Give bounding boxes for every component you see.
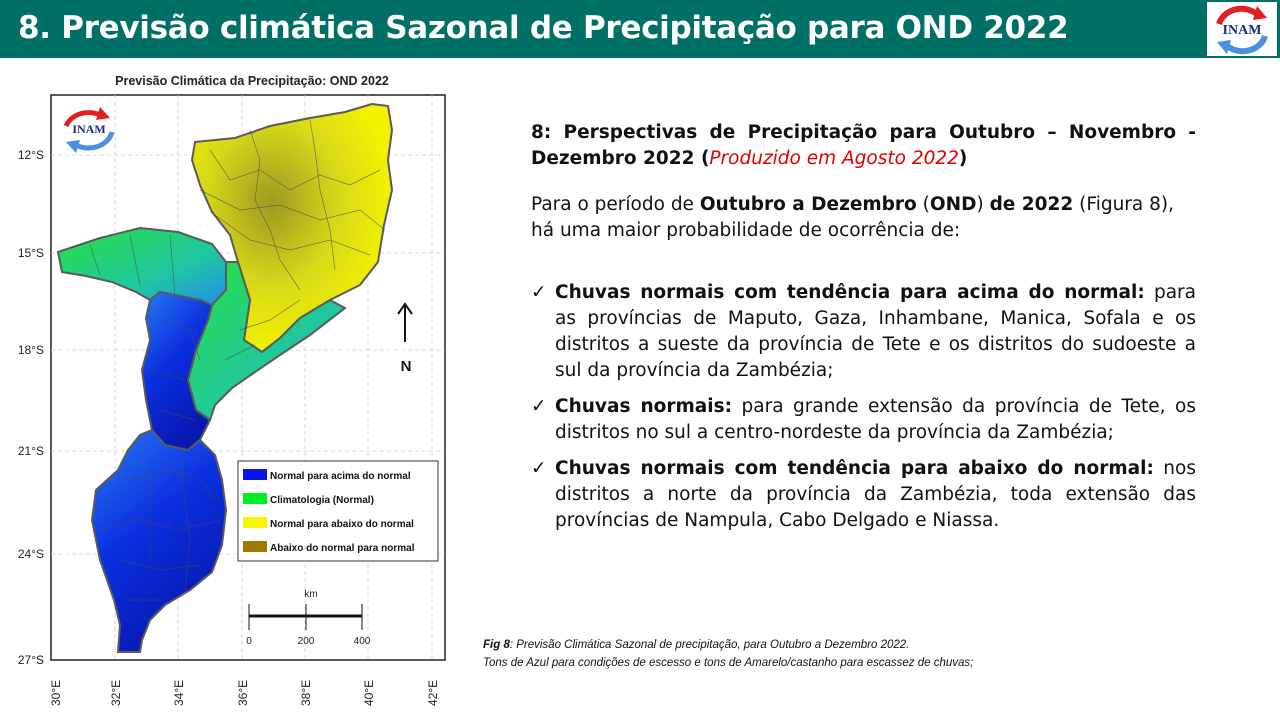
svg-text:12°S: 12°S (18, 148, 44, 162)
svg-text:21°S: 21°S (18, 444, 44, 458)
region-north-yellow (190, 102, 394, 354)
forecast-bullets: ✓ Chuvas normais com tendência para acima… (531, 280, 1196, 534)
forecast-map: Previsão Climática da Precipitação: OND … (0, 58, 470, 720)
svg-text:N: N (401, 358, 412, 375)
svg-text:INAM: INAM (72, 122, 105, 136)
svg-text:27°S: 27°S (18, 653, 44, 667)
forecast-text: 8: Perspectivas de Precipitação para Out… (531, 120, 1196, 544)
svg-text:km: km (304, 589, 317, 600)
legend-swatch-below-normal (243, 541, 267, 552)
legend-swatch-below (243, 517, 267, 528)
produced-date: Produzido em Agosto 2022 (709, 148, 959, 169)
north-arrow-icon: N (397, 302, 413, 375)
checkmark-icon: ✓ (531, 458, 547, 479)
map-inam-logo: INAM (63, 107, 115, 153)
svg-text:32°E: 32°E (109, 680, 123, 706)
svg-text:Abaixo do normal para normal: Abaixo do normal para normal (270, 543, 415, 554)
district-borders (89, 119, 386, 601)
svg-text:24°S: 24°S (18, 547, 44, 561)
lon-labels: 30°E 32°E 34°E 36°E 38°E 40°E 42°E (49, 680, 440, 706)
svg-text:Normal para acima do normal: Normal para acima do normal (270, 471, 411, 482)
region-central-blue (140, 290, 214, 452)
svg-text:15°S: 15°S (18, 246, 44, 260)
svg-text:18°S: 18°S (18, 343, 44, 357)
logo-text: INAM (1223, 23, 1262, 38)
intro-paragraph: Para o período de Outubro a Dezembro (ON… (531, 194, 1174, 241)
svg-text:400: 400 (354, 636, 371, 647)
map-svg: Previsão Climática da Precipitação: OND … (18, 74, 446, 706)
checkmark-icon: ✓ (531, 396, 547, 417)
scale-bar: km 0 200 400 (246, 589, 371, 647)
svg-text:30°E: 30°E (49, 680, 63, 706)
bullet-below-normal: ✓ Chuvas normais com tendência para abaix… (531, 458, 1196, 531)
inam-logo: INAM (1207, 2, 1277, 56)
svg-text:36°E: 36°E (236, 680, 250, 706)
svg-text:42°E: 42°E (426, 680, 440, 706)
lat-labels: 12°S 15°S 18°S 21°S 24°S 27°S (18, 148, 44, 667)
map-title: Previsão Climática da Precipitação: OND … (115, 74, 389, 88)
title-bar: 8. Previsão climática Sazonal de Precipi… (0, 0, 1280, 58)
legend-swatch-normal (243, 493, 267, 504)
inam-logo-icon: INAM (1216, 5, 1268, 55)
slide-title: 8. Previsão climática Sazonal de Precipi… (18, 10, 1069, 46)
svg-text:Climatologia (Normal): Climatologia (Normal) (270, 495, 374, 506)
figure-caption: Fig 8: Previsão Climática Sazonal de pre… (483, 639, 974, 669)
checkmark-icon: ✓ (531, 282, 547, 303)
region-south-blue (90, 428, 228, 653)
svg-text:34°E: 34°E (172, 680, 186, 706)
bullet-above-normal: ✓ Chuvas normais com tendência para acima… (531, 282, 1196, 381)
svg-text:Normal para abaixo do normal: Normal para abaixo do normal (270, 519, 414, 530)
svg-text:38°E: 38°E (299, 680, 313, 706)
legend-swatch-above (243, 469, 267, 480)
svg-text:0: 0 (246, 636, 252, 647)
bullet-normal: ✓ Chuvas normais: para grande extensão da… (531, 396, 1196, 443)
svg-text:40°E: 40°E (362, 680, 376, 706)
svg-text:200: 200 (298, 636, 315, 647)
map-legend: Normal para acima do normal Climatologia… (237, 460, 439, 562)
section-heading: 8: Perspectivas de Precipitação para Out… (531, 122, 1196, 169)
